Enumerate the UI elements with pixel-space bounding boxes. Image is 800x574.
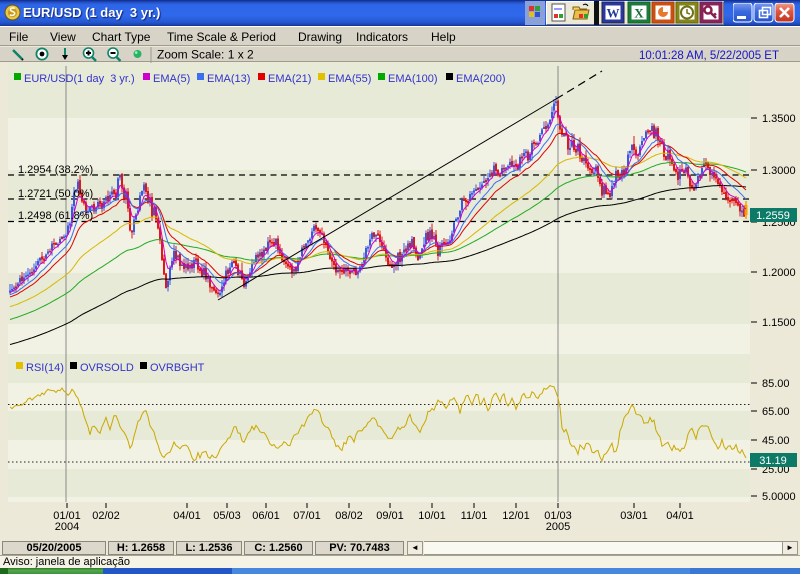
svg-text:EMA(55): EMA(55): [328, 73, 371, 85]
svg-text:03/01: 03/01: [620, 510, 648, 522]
svg-text:08/02: 08/02: [335, 510, 363, 522]
svg-text:05/03: 05/03: [213, 510, 241, 522]
svg-text:04/01: 04/01: [173, 510, 201, 522]
svg-text:EMA(13): EMA(13): [207, 73, 250, 85]
svg-text:1.3000: 1.3000: [762, 165, 796, 177]
svg-text:2004: 2004: [55, 521, 79, 533]
svg-text:09/01: 09/01: [376, 510, 404, 522]
svg-text:31.19: 31.19: [759, 455, 787, 467]
svg-text:W: W: [607, 6, 620, 21]
svg-text:OVRBGHT: OVRBGHT: [150, 362, 205, 374]
svg-text:EUR/USD(1 day 3 yr.): EUR/USD(1 day 3 yr.): [24, 73, 135, 85]
svg-text:45.00: 45.00: [762, 435, 790, 447]
svg-text:01/03: 01/03: [544, 510, 572, 522]
svg-text:5.0000: 5.0000: [762, 491, 796, 503]
svg-text:02/02: 02/02: [92, 510, 120, 522]
svg-text:10:01:28 AM, 5/22/2005 ET: 10:01:28 AM, 5/22/2005 ET: [639, 50, 779, 62]
svg-text:1.2559: 1.2559: [756, 210, 790, 222]
svg-text:1.2954 (38.2%): 1.2954 (38.2%): [18, 164, 93, 176]
svg-text:12/01: 12/01: [502, 510, 530, 522]
svg-text:EMA(100): EMA(100): [388, 73, 438, 85]
svg-text:1.2721 (50.0%): 1.2721 (50.0%): [18, 188, 93, 200]
svg-text:X: X: [634, 6, 644, 21]
svg-text:1.2000: 1.2000: [762, 267, 796, 279]
svg-text:04/01: 04/01: [666, 510, 694, 522]
svg-text:1.1500: 1.1500: [762, 317, 796, 329]
svg-text:06/01: 06/01: [252, 510, 280, 522]
svg-text:07/01: 07/01: [293, 510, 321, 522]
svg-text:65.00: 65.00: [762, 406, 790, 418]
svg-text:OVRSOLD: OVRSOLD: [80, 362, 134, 374]
svg-text:1.2498 (61.8%): 1.2498 (61.8%): [18, 210, 93, 222]
svg-text:Zoom Scale: 1 x 2: Zoom Scale: 1 x 2: [157, 48, 254, 62]
svg-text:EMA(200): EMA(200): [456, 73, 506, 85]
svg-text:85.00: 85.00: [762, 378, 790, 390]
svg-text:EMA(21): EMA(21): [268, 73, 311, 85]
svg-text:EMA(5): EMA(5): [153, 73, 190, 85]
svg-text:11/01: 11/01: [461, 510, 488, 522]
svg-text:RSI(14): RSI(14): [26, 362, 64, 374]
svg-text:2005: 2005: [546, 521, 570, 533]
svg-text:01/01: 01/01: [53, 510, 81, 522]
svg-text:1.3500: 1.3500: [762, 113, 796, 125]
svg-text:10/01: 10/01: [418, 510, 446, 522]
